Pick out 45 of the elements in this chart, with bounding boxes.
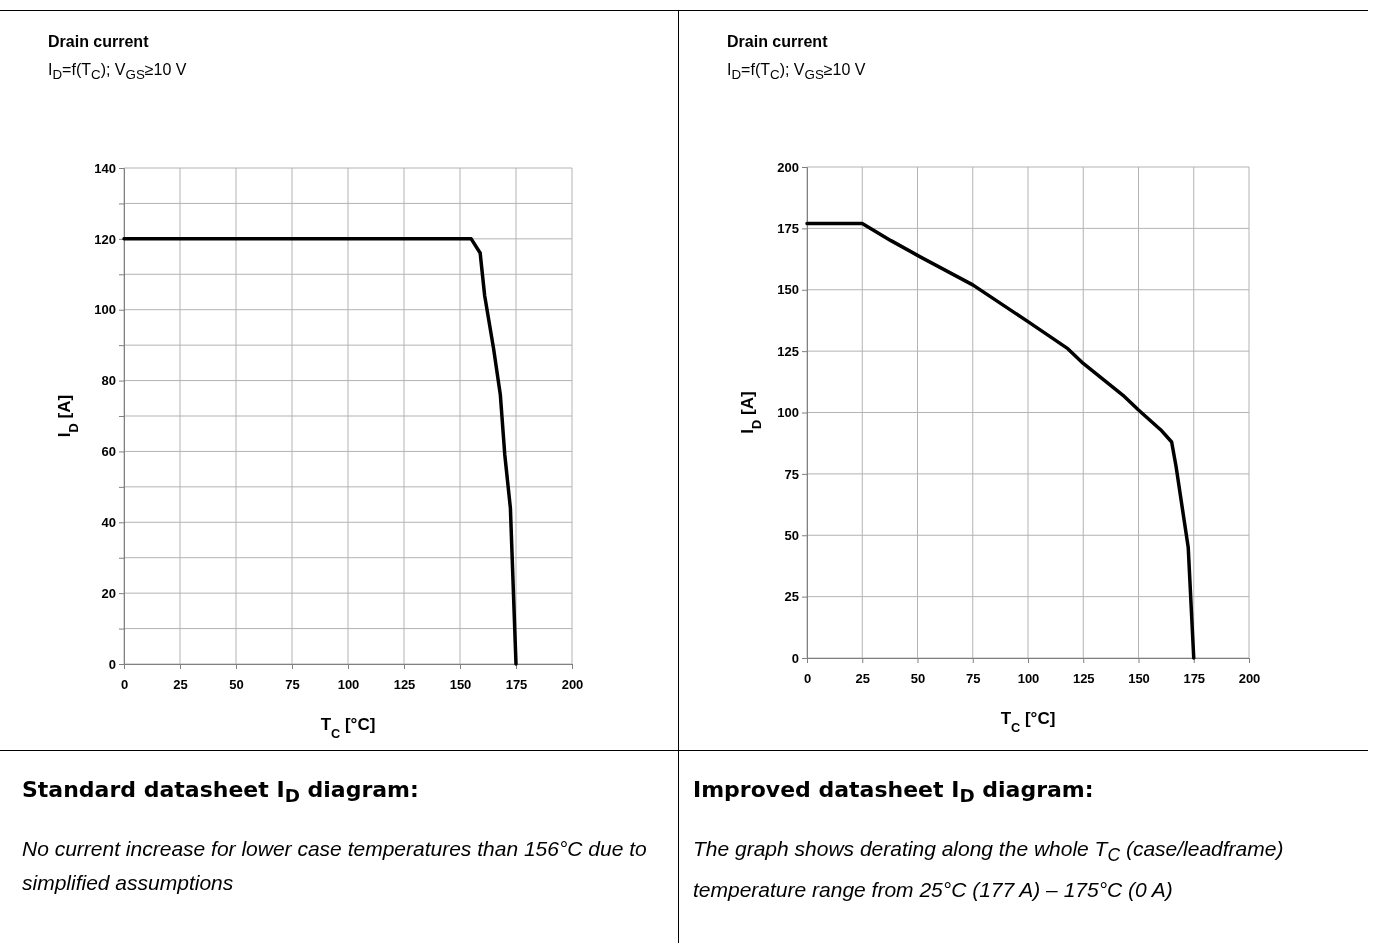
x-tick-label: 200	[561, 676, 584, 692]
x-tick-label: 175	[1183, 670, 1206, 686]
x-tick-label: 150	[449, 676, 472, 692]
x-axis-title: T$_{C}$ [°C]	[320, 715, 376, 741]
y-tick-label: 60	[101, 444, 116, 460]
y-tick-label: 40	[101, 514, 116, 530]
x-tick-label: 100	[337, 676, 360, 692]
x-tick-label: 125	[1072, 670, 1095, 686]
text: The graph shows derating along the whole T$_{C}$ (case/leadframe) temperature range from 25°C (177 A) – 175°C (0 A)	[693, 836, 1285, 903]
y-tick-label: 150	[777, 282, 799, 298]
x-tick-label: 25	[855, 670, 870, 686]
x-axis-title: T$_{C}$ [°C]	[1000, 709, 1056, 735]
y-tick-label: 200	[777, 159, 799, 175]
x-tick-label: 25	[173, 676, 188, 692]
y-tick-label: 20	[101, 585, 116, 601]
chart-subtitle: I$_{D}$=f(T$_{C}$); V$_{GS}$≥10 V	[727, 61, 866, 83]
x-tick-label: 50	[229, 676, 244, 692]
text: Improved datasheet I$_{D}$ diagram:	[693, 777, 1095, 807]
y-tick-label: 140	[94, 160, 116, 176]
y-tick-label: 175	[777, 221, 799, 237]
x-tick-label: 0	[120, 676, 129, 692]
chart-title: Drain current	[727, 33, 828, 51]
x-tick-label: 125	[393, 676, 416, 692]
x-tick-label: 75	[285, 676, 300, 692]
x-tick-label: 75	[966, 670, 981, 686]
x-tick-label: 150	[1128, 670, 1150, 686]
text: Standard datasheet I$_{D}$ diagram:	[22, 777, 420, 807]
y-tick-label: 0	[108, 656, 116, 672]
x-tick-label: 100	[1017, 670, 1040, 686]
y-tick-label: 0	[791, 650, 799, 666]
y-tick-label: 80	[101, 373, 116, 389]
text: No current increase for lower case temperatures than 156°C due to simplified assumptions	[22, 836, 648, 897]
x-tick-label: 175	[505, 676, 528, 692]
chart-subtitle: I$_{D}$=f(T$_{C}$); V$_{GS}$≥10 V	[48, 61, 187, 83]
y-tick-label: 50	[784, 527, 799, 543]
y-tick-label: 100	[94, 302, 116, 318]
x-tick-label: 200	[1238, 670, 1261, 686]
y-tick-label: 75	[784, 466, 799, 482]
x-tick-label: 50	[910, 670, 926, 686]
x-tick-label: 0	[803, 670, 812, 686]
y-tick-label: 120	[94, 231, 116, 247]
y-tick-label: 125	[777, 343, 799, 359]
chart-title: Drain current	[48, 33, 149, 51]
y-tick-label: 100	[777, 405, 799, 421]
y-tick-label: 25	[784, 589, 799, 605]
